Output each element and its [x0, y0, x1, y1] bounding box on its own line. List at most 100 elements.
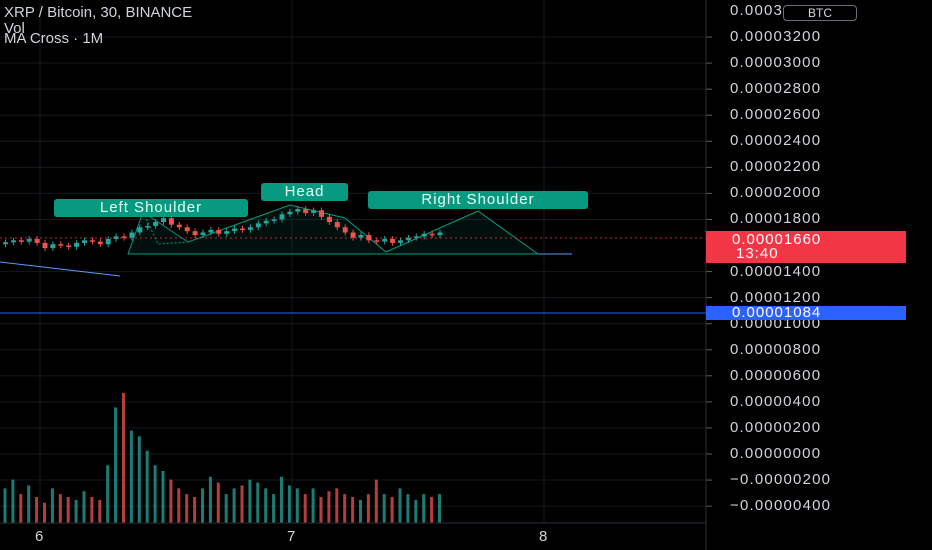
level-price-tag: 0.00001084: [706, 305, 906, 320]
candle-body: [97, 241, 103, 245]
candle-body: [74, 242, 80, 247]
price-axis-label: 0.00000600: [730, 366, 822, 384]
candle-body: [168, 218, 174, 225]
candle-body: [161, 218, 166, 223]
right-shoulder-label[interactable]: Right Shoulder: [368, 191, 588, 209]
candle-body: [145, 225, 151, 228]
time-label-8: 8: [539, 528, 548, 545]
price-axis-label: 0.00002800: [730, 80, 822, 98]
price-axis-label: 0.00003200: [730, 28, 822, 46]
volume-bar: [114, 407, 118, 523]
candle-body: [437, 232, 443, 236]
candle-body: [224, 231, 230, 234]
volume-bar: [153, 465, 157, 523]
candle-body: [382, 239, 388, 242]
candle-body: [350, 232, 356, 238]
current-price-countdown: 13:40: [736, 245, 779, 262]
volume-bar: [19, 494, 23, 523]
volume-bar: [256, 482, 260, 523]
trend-line: [0, 261, 121, 277]
volume-bar: [161, 471, 165, 523]
candle-body: [255, 223, 261, 228]
candle-body: [342, 227, 348, 233]
candle-body: [153, 222, 159, 226]
candle-body: [295, 209, 301, 212]
candle-body: [240, 228, 245, 231]
volume-bar: [137, 436, 141, 523]
volume-bar: [58, 494, 62, 523]
volume-legend: Vol: [4, 20, 25, 37]
candle-body: [263, 220, 269, 224]
volume-bar: [74, 499, 78, 523]
candle-body: [3, 242, 8, 245]
price-axis-label: 0.00000400: [730, 392, 822, 410]
grid: [0, 0, 712, 523]
candle-body: [390, 239, 396, 243]
volume-bar: [343, 494, 347, 523]
candle-body: [42, 242, 48, 249]
candle-body: [50, 244, 56, 249]
candle-body: [26, 239, 32, 242]
volume-bar: [129, 430, 133, 523]
volume-bar: [145, 450, 149, 523]
currency-button[interactable]: BTC: [783, 5, 857, 21]
volume-bar: [311, 488, 315, 523]
volume-bar: [414, 499, 418, 523]
candle-body: [287, 211, 293, 215]
candle-body: [319, 210, 324, 217]
candle-body: [311, 210, 317, 213]
volume-bar: [193, 497, 197, 523]
candle-body: [137, 227, 143, 233]
volume-bar: [122, 393, 125, 523]
volume-bars: [3, 393, 441, 523]
indicator-legend: MA Cross · 1M: [4, 30, 104, 47]
candle-body: [398, 240, 403, 243]
volume-bar: [374, 479, 378, 523]
volume-bar: [50, 488, 54, 523]
candle-body: [34, 239, 40, 243]
volume-bar: [295, 488, 299, 523]
candle-body: [303, 209, 309, 213]
left-shoulder-label[interactable]: Left Shoulder: [54, 199, 248, 217]
candle-body: [176, 224, 182, 228]
volume-bar: [438, 494, 441, 523]
volume-bar: [35, 497, 39, 523]
price-axis-label: 0.00002200: [730, 158, 822, 176]
volume-bar: [106, 465, 110, 523]
candle-body: [200, 232, 206, 236]
candle-body: [413, 236, 419, 238]
volume-bar: [398, 488, 402, 523]
volume-bar: [90, 497, 94, 523]
candle-body: [66, 245, 72, 248]
candle-body: [82, 240, 87, 243]
head-label[interactable]: Head: [261, 183, 348, 201]
candle-body: [216, 229, 222, 234]
volume-bar: [208, 476, 212, 523]
candle-body: [405, 237, 411, 241]
candle-body: [334, 222, 340, 228]
candle-body: [429, 233, 435, 236]
volume-bar: [248, 479, 252, 523]
symbol-title: XRP / Bitcoin, 30, BINANCE: [4, 4, 193, 21]
head-shoulders-pattern: [127, 204, 540, 255]
volume-bar: [177, 488, 181, 523]
price-axis-label: 0.00001400: [730, 262, 822, 280]
volume-bar: [406, 494, 410, 523]
volume-bar: [390, 497, 394, 523]
volume-bar: [327, 491, 331, 523]
candle-body: [279, 214, 285, 220]
candle-body: [421, 233, 427, 237]
current-price-value: 0.00001660: [732, 231, 822, 248]
volume-bar: [11, 479, 15, 523]
candle-body: [10, 240, 16, 243]
price-axis-label: −0.00000200: [730, 471, 832, 489]
candle-body: [247, 227, 253, 230]
volume-bar: [27, 485, 31, 523]
price-axis-label: 0.00000800: [730, 340, 822, 358]
volume-bar: [82, 491, 86, 523]
candle-body: [358, 235, 364, 238]
volume-bar: [351, 497, 355, 523]
volume-bar: [232, 488, 236, 523]
candle-body: [18, 240, 24, 242]
